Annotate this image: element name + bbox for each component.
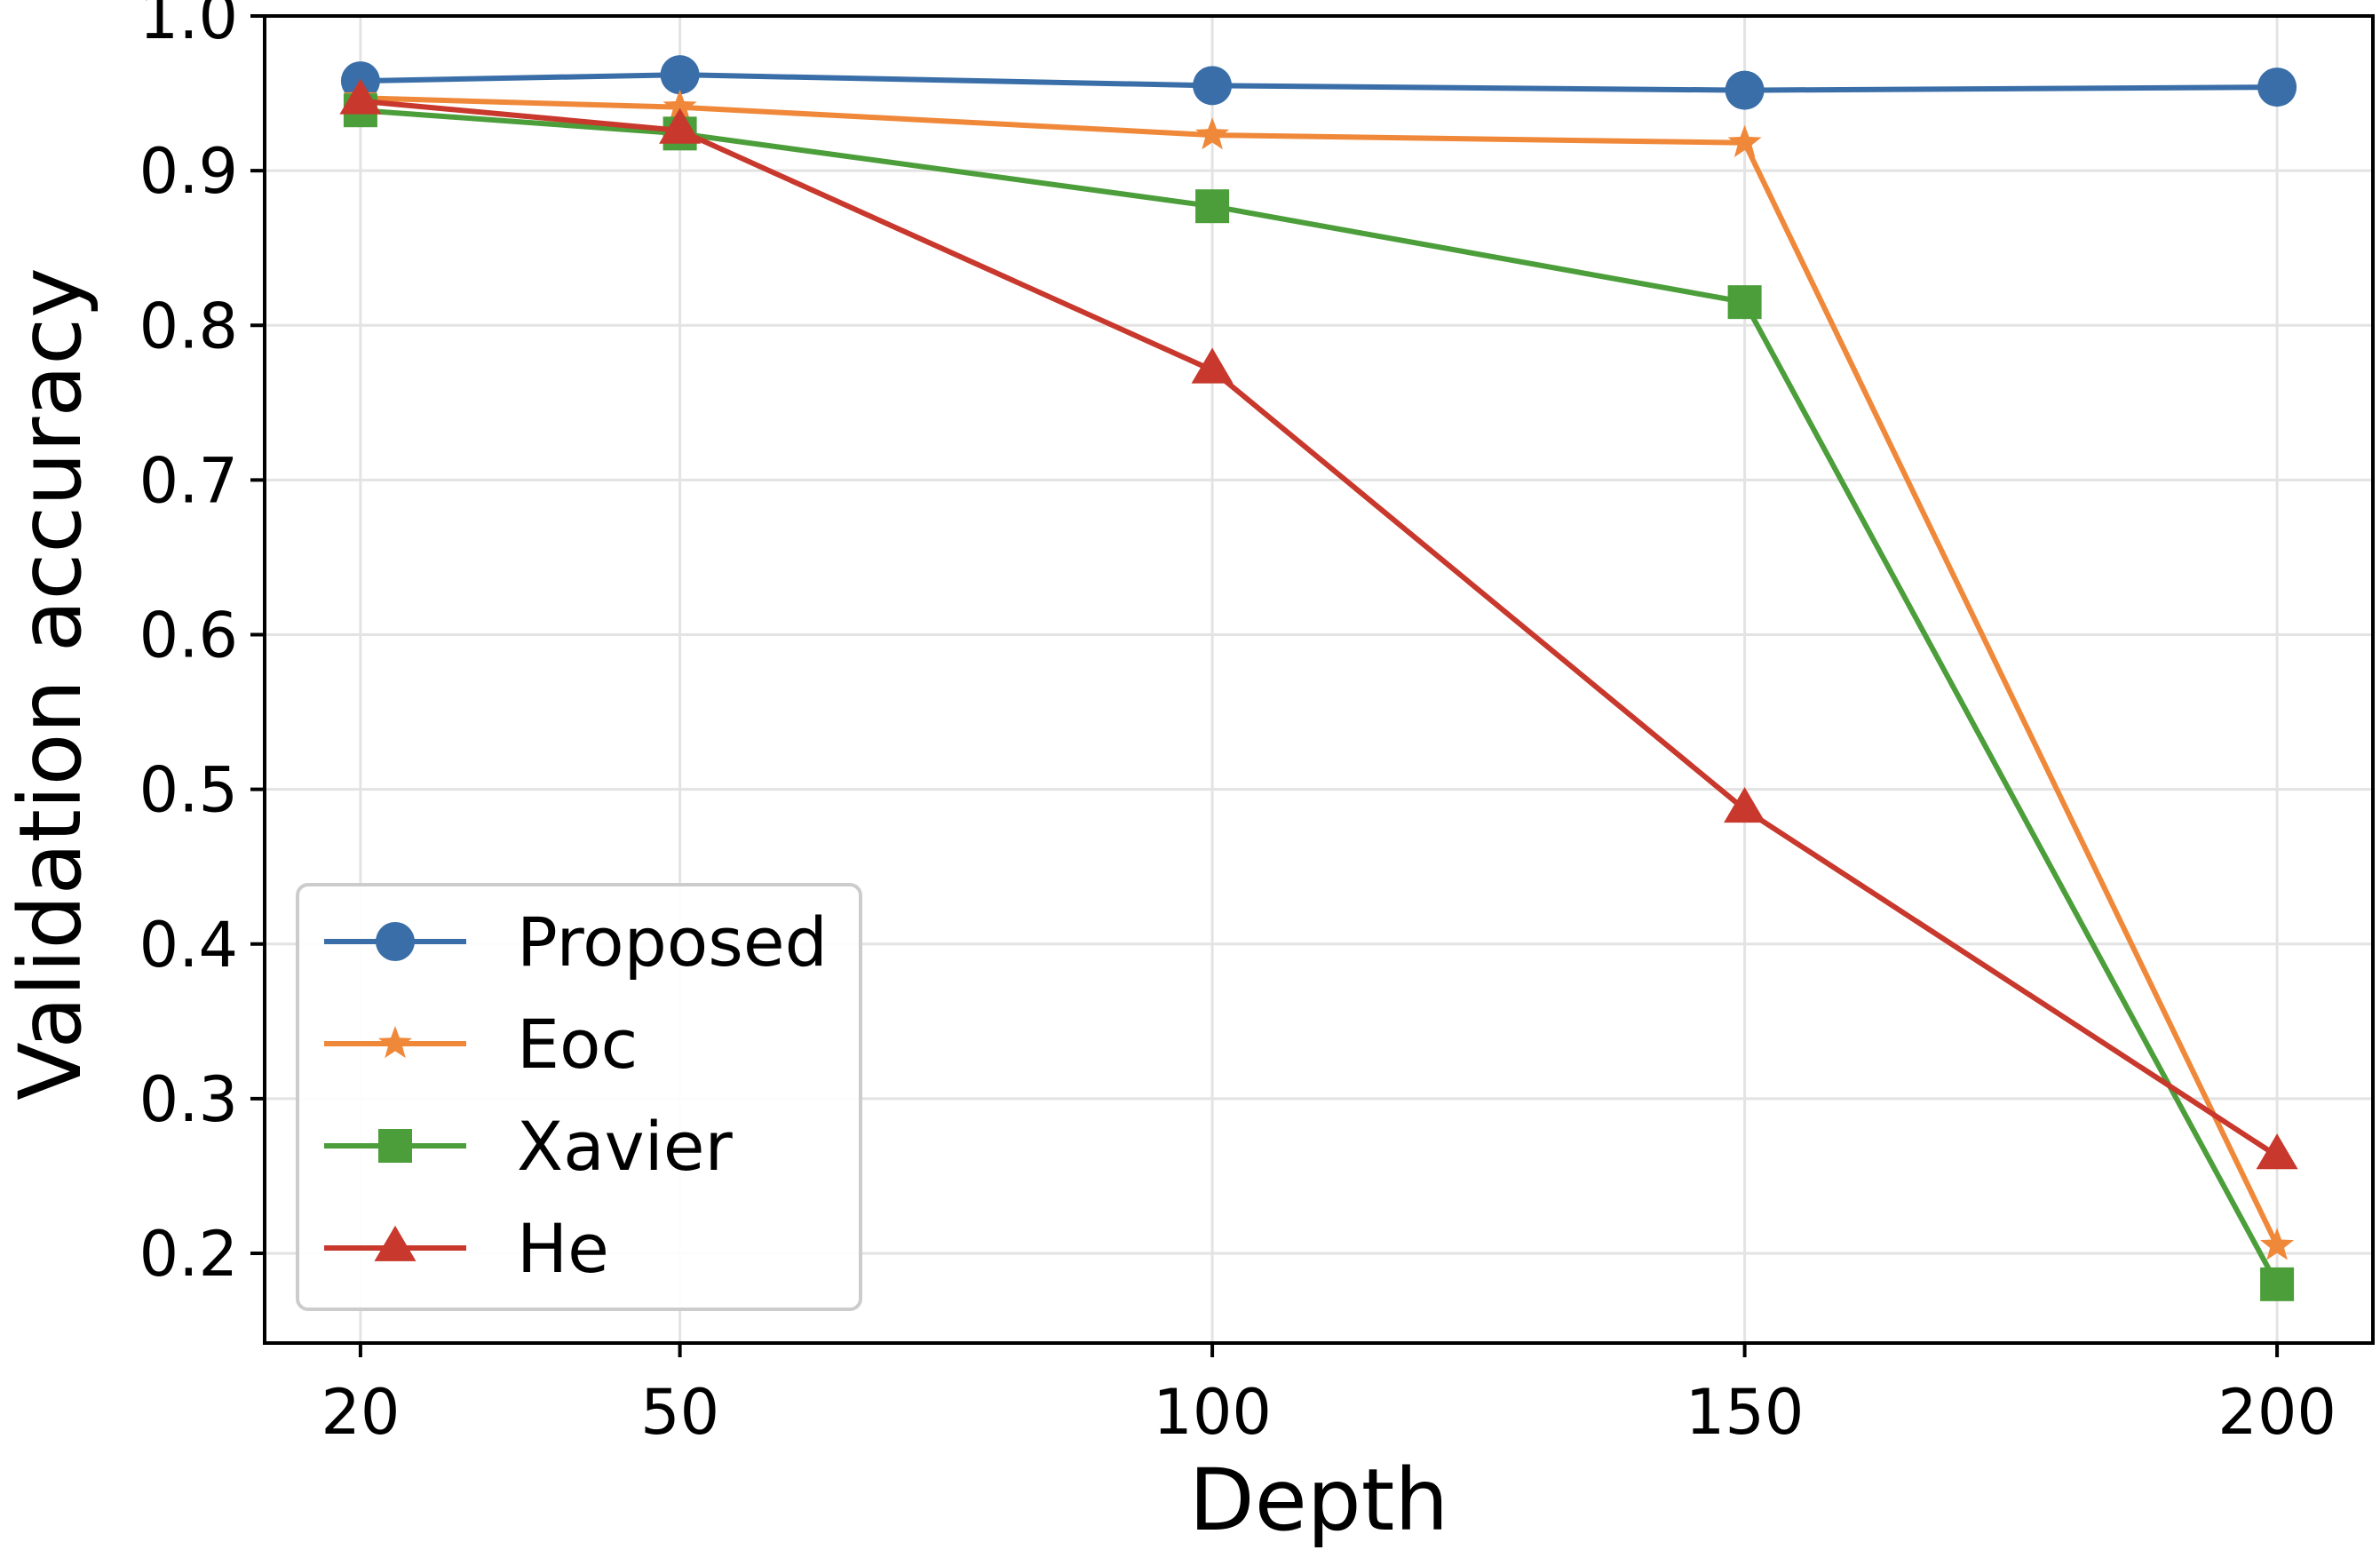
legend: Proposed Eoc Xavier He (296, 883, 862, 1311)
series-proposed (340, 55, 2297, 110)
series-line-proposed (360, 72, 2278, 93)
y-axis-label: Validation accuracy (1, 267, 100, 1101)
x-tick-label: 200 (2217, 1376, 2336, 1449)
series-lines (339, 55, 2298, 1301)
legend-label-xavier: Xavier (517, 1107, 733, 1186)
x-tick-label: 150 (1686, 1376, 1805, 1449)
legend-label-proposed: Proposed (517, 902, 828, 982)
legend-marker-proposed (376, 922, 415, 961)
data-point-xavier (2260, 1267, 2295, 1301)
data-point-xavier (1727, 285, 1762, 320)
data-point-he (659, 107, 702, 144)
y-tick-label: 0.4 (139, 909, 238, 982)
y-tick-label: 1.0 (139, 0, 238, 53)
y-tick-label: 0.9 (139, 135, 238, 208)
data-point-proposed (660, 55, 700, 95)
legend-marker-he (374, 1225, 416, 1261)
legend-label-he: He (517, 1209, 609, 1288)
data-point-proposed (2257, 68, 2297, 107)
y-tick-label: 0.6 (139, 600, 238, 672)
x-tick-label: 50 (640, 1376, 719, 1449)
legend-label-eoc: Eoc (517, 1005, 638, 1084)
legend-item-eoc: Eoc (324, 1005, 638, 1084)
legend-item-proposed: Proposed (324, 902, 828, 982)
x-tick-label: 20 (321, 1376, 400, 1449)
data-point-he (1191, 347, 1234, 384)
y-tick-label: 0.3 (139, 1063, 238, 1136)
data-point-he (2256, 1133, 2298, 1170)
data-point-eoc (1727, 124, 1762, 157)
y-tick-label: 0.2 (139, 1218, 238, 1291)
plot-frame (263, 14, 2375, 1345)
data-point-he (1724, 787, 1766, 823)
x-axis-label: Depth (1189, 1451, 1448, 1550)
data-point-xavier (1195, 189, 1230, 224)
y-tick-label: 0.5 (139, 754, 238, 827)
data-point-proposed (1193, 66, 1233, 106)
legend-marker-xavier (378, 1129, 412, 1163)
data-point-eoc (662, 89, 697, 122)
data-point-eoc (2260, 1228, 2295, 1260)
data-point-eoc (1195, 117, 1230, 150)
x-tick-label: 100 (1153, 1376, 1272, 1449)
legend-item-xavier: Xavier (324, 1107, 733, 1186)
legend-box (296, 883, 862, 1311)
y-tick-label: 0.8 (139, 290, 238, 362)
axis-ticks: 20 50 100 150 200 0.2 0.3 0.4 0.5 0.6 0.7 0.8 0.9 1.0 (139, 0, 2336, 1449)
legend-marker-eoc (377, 1026, 413, 1059)
data-point-he (339, 78, 382, 115)
series-he (339, 78, 2298, 1170)
y-tick-label: 0.7 (139, 444, 238, 517)
data-point-proposed (1725, 70, 1765, 110)
legend-item-he: He (324, 1209, 609, 1288)
